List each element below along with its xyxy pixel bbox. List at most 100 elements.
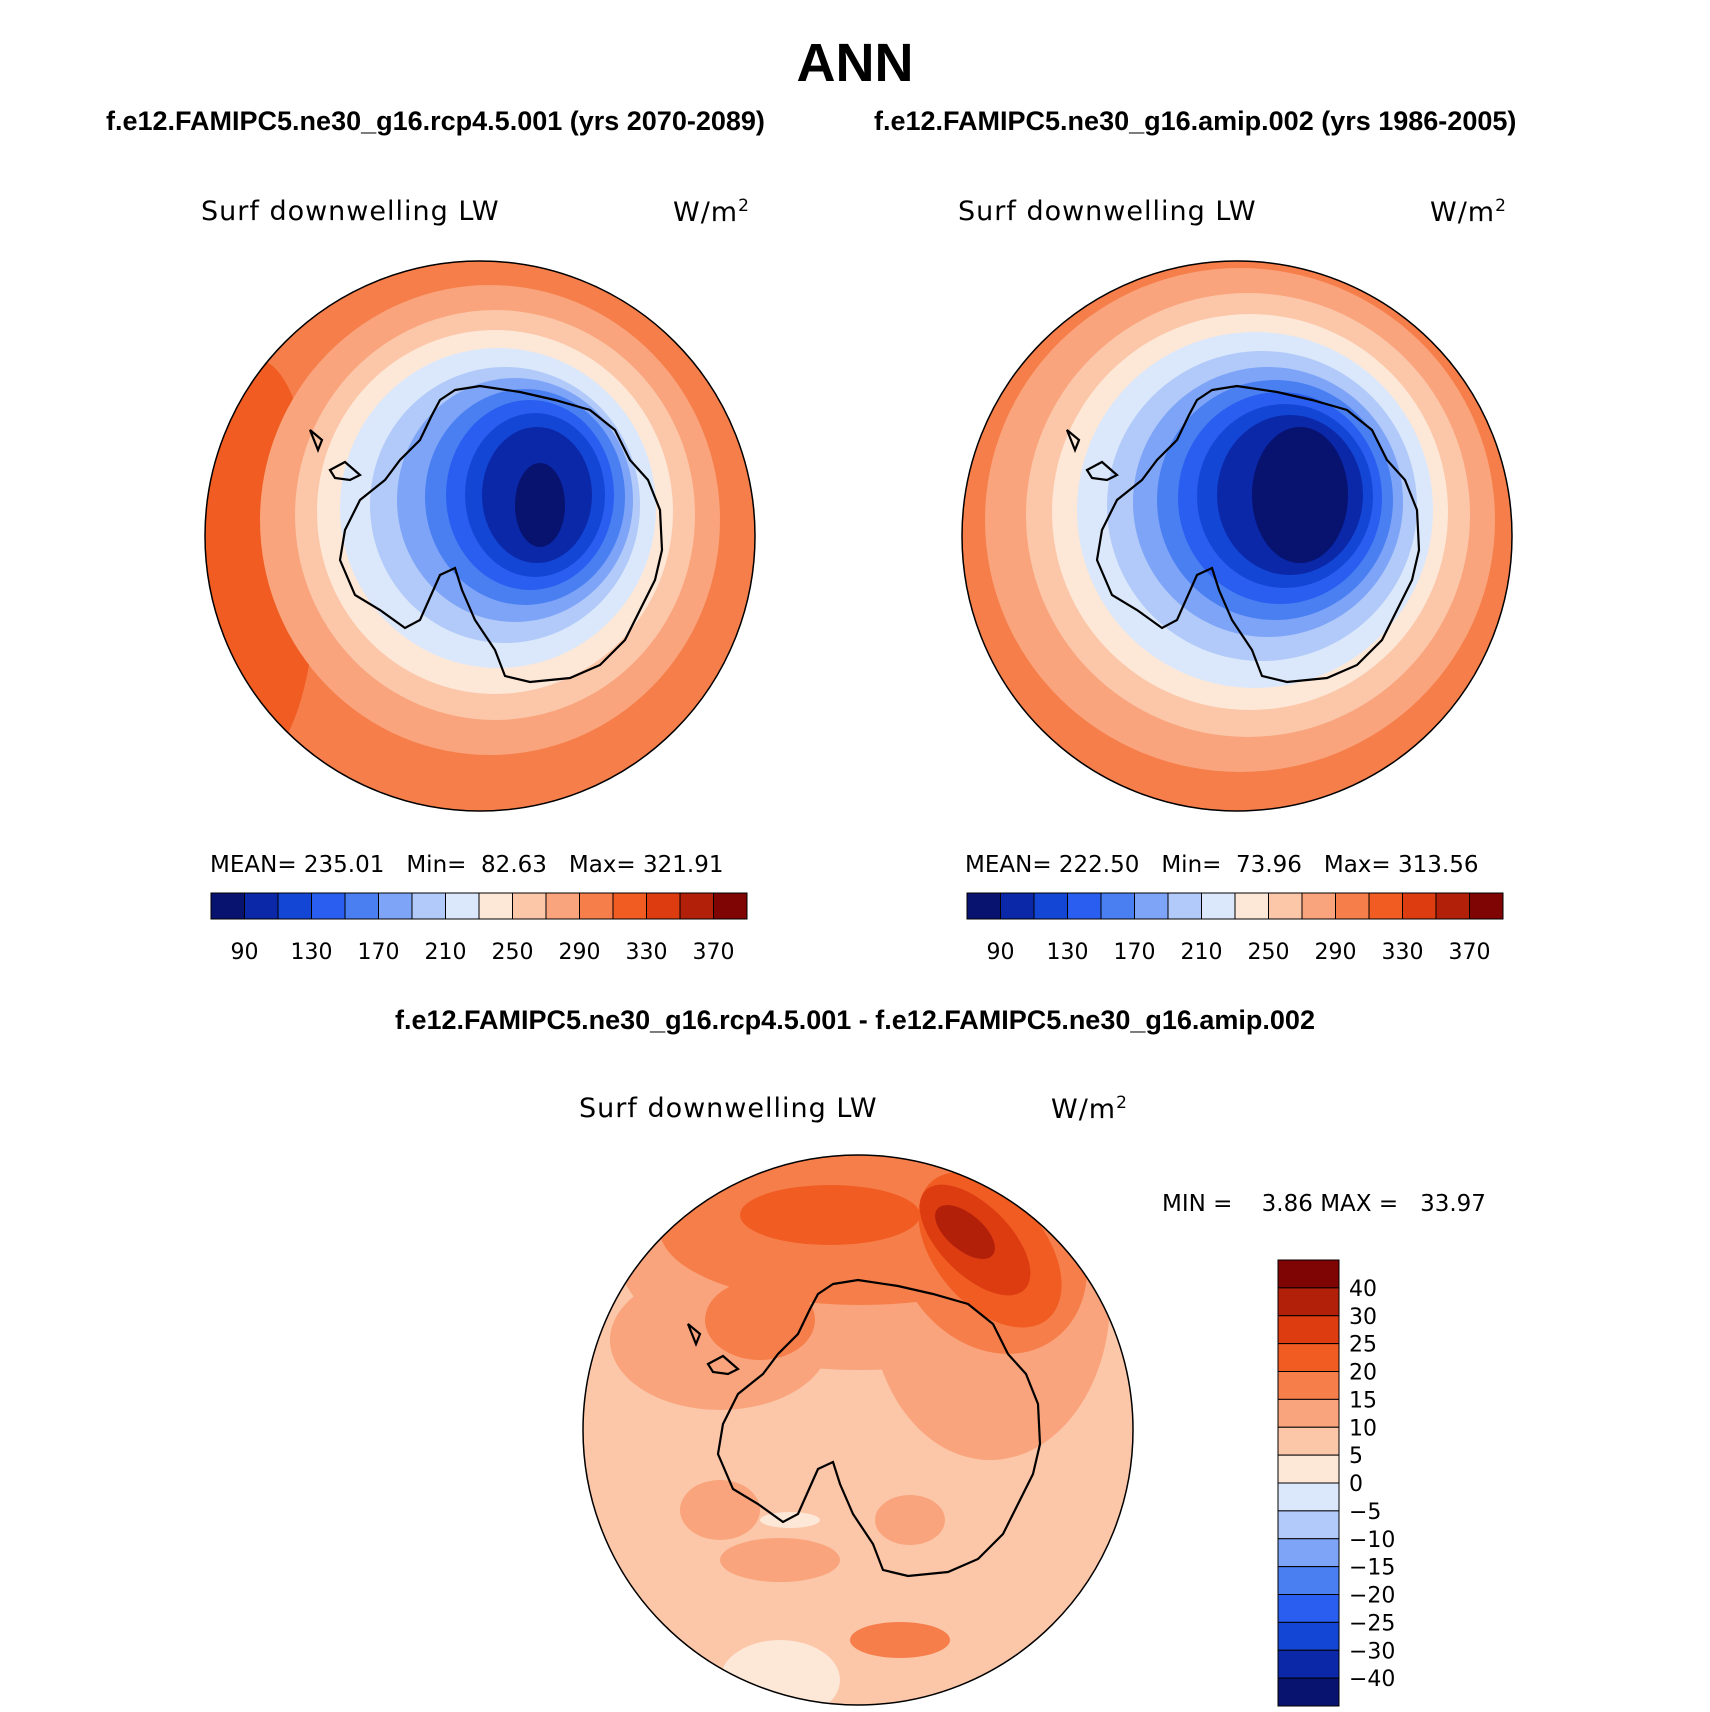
colorbar-panel2-swatch — [1368, 892, 1403, 920]
colorbar-diff-swatch — [1277, 1566, 1340, 1595]
colorbar-diff-swatch — [1277, 1371, 1340, 1400]
map-panel-2 — [962, 261, 1512, 811]
colorbar-panel2-swatch — [1234, 892, 1269, 920]
colorbar-panel1-tick-label: 210 — [425, 940, 467, 965]
colorbar-panel1: 90 130 170 210 250 290 330 370 — [210, 892, 748, 965]
colorbar-panel2-tick-label: 90 — [987, 940, 1015, 965]
colorbar-panel1-swatch — [512, 892, 547, 920]
colorbar-diff-tick-label: 15 — [1349, 1388, 1377, 1413]
panel1-units-label: W/m2 — [673, 196, 750, 228]
colorbar-panel1-swatch — [612, 892, 647, 920]
colorbar-diff-swatch — [1277, 1594, 1340, 1623]
colorbar-panel1-tick-label: 130 — [291, 940, 333, 965]
colorbar-panel1-swatch — [210, 892, 245, 920]
colorbar-diff-swatch — [1277, 1482, 1340, 1512]
map-panel-1 — [205, 261, 755, 811]
colorbar-panel2-tick-label: 250 — [1248, 940, 1290, 965]
colorbar-diff-swatch — [1277, 1315, 1340, 1345]
colorbar-panel2-tick-label: 170 — [1114, 940, 1156, 965]
colorbar-panel2-swatch — [1067, 892, 1102, 920]
colorbar-panel2-swatch — [1268, 892, 1303, 920]
diff-units-label: W/m2 — [1051, 1093, 1128, 1125]
colorbar-panel2-swatch — [1301, 892, 1336, 920]
colorbar-panel2-swatch — [1201, 892, 1236, 920]
colorbar-diff-tick-label: −15 — [1349, 1556, 1395, 1581]
colorbar-panel2-tick-label: 330 — [1382, 940, 1424, 965]
colorbar-panel1-tick-label: 90 — [231, 940, 259, 965]
colorbar-panel2-tick-label: 130 — [1047, 940, 1089, 965]
colorbar-panel2-swatch — [1100, 892, 1135, 920]
colorbar-panel1-tick-label: 250 — [492, 940, 534, 965]
colorbar-panel2-tick-label: 290 — [1315, 940, 1357, 965]
colorbar-panel1-swatch — [545, 892, 580, 920]
colorbar-panel1-swatch — [478, 892, 513, 920]
colorbar-panel1-swatch — [378, 892, 413, 920]
colorbar-diff-swatch — [1277, 1649, 1340, 1679]
colorbar-diff-swatch — [1277, 1398, 1340, 1428]
colorbar-panel2-swatch — [1000, 892, 1035, 920]
colorbar-panel1-tick-label: 330 — [626, 940, 668, 965]
colorbar-diff-swatch — [1277, 1538, 1340, 1568]
case-title-right: f.e12.FAMIPC5.ne30_g16.amip.002 (yrs 198… — [874, 106, 1517, 136]
case-title-left: f.e12.FAMIPC5.ne30_g16.rcp4.5.001 (yrs 2… — [106, 106, 765, 136]
colorbar-diff-swatch — [1277, 1343, 1340, 1372]
diff-map-border — [582, 1154, 1134, 1706]
colorbar-diff-tick-label: −20 — [1349, 1584, 1395, 1609]
colorbar-panel2-tick-label: 370 — [1449, 940, 1491, 965]
colorbar-diff-tick-label: −10 — [1349, 1528, 1395, 1553]
colorbar-diff-tick-label: 40 — [1349, 1277, 1377, 1302]
panel2-units-label: W/m2 — [1430, 196, 1507, 228]
figure-title: ANN — [796, 33, 914, 93]
diff-stats: MIN = 3.86 MAX = 33.97 — [1162, 1191, 1486, 1217]
colorbar-diff-swatch — [1277, 1454, 1340, 1484]
colorbar-diff-tick-label: 10 — [1349, 1416, 1377, 1441]
colorbar-panel2-swatch — [1335, 892, 1370, 920]
colorbar-panel2-tick-label: 210 — [1181, 940, 1223, 965]
panel1-stats: MEAN= 235.01 Min= 82.63 Max= 321.91 — [210, 852, 724, 878]
colorbar-diff-tick-label: −30 — [1349, 1639, 1395, 1664]
colorbar-diff-tick-label: 30 — [1349, 1305, 1377, 1330]
colorbar-panel1-swatch — [344, 892, 379, 920]
colorbar-panel2-swatch — [1402, 892, 1437, 920]
panel2-variable-label: Surf downwelling LW — [958, 196, 1257, 227]
colorbar-panel2-swatch — [1033, 892, 1068, 920]
colorbar-panel1-swatch — [277, 892, 312, 920]
colorbar-panel1-swatch — [311, 892, 346, 920]
map2-coastline — [1065, 384, 1421, 684]
colorbar-panel1-swatch — [713, 892, 748, 920]
colorbar-panel1-swatch — [445, 892, 480, 920]
colorbar-panel1-tick-label: 290 — [559, 940, 601, 965]
colorbar-diff-swatch — [1277, 1510, 1340, 1540]
colorbar-diff-tick-label: 25 — [1349, 1333, 1377, 1358]
map1-coastline — [308, 384, 664, 684]
colorbar-panel1-swatch — [244, 892, 279, 920]
colorbar-diff-swatch — [1277, 1621, 1340, 1651]
colorbar-panel1-swatch — [579, 892, 614, 920]
colorbar-panel1-tick-label: 370 — [693, 940, 735, 965]
colorbar-diff-swatch — [1277, 1426, 1340, 1456]
panel1-variable-label: Surf downwelling LW — [201, 196, 500, 227]
colorbar-diff-tick-label: 0 — [1349, 1472, 1363, 1497]
colorbar-panel2-swatch — [1435, 892, 1470, 920]
diff-variable-label: Surf downwelling LW — [579, 1093, 878, 1124]
map-panel-diff — [583, 1155, 1133, 1705]
colorbar-panel2-swatch — [1469, 892, 1504, 920]
colorbar-panel2-swatch — [1167, 892, 1202, 920]
colorbar-diff-tick-label: −5 — [1349, 1500, 1381, 1525]
colorbar-panel2-swatch — [966, 892, 1001, 920]
difference-title: f.e12.FAMIPC5.ne30_g16.rcp4.5.001 - f.e1… — [395, 1005, 1315, 1035]
colorbar-panel2-swatch — [1134, 892, 1169, 920]
panel2-stats: MEAN= 222.50 Min= 73.96 Max= 313.56 — [965, 852, 1479, 878]
colorbar-panel1-swatch — [646, 892, 681, 920]
colorbar-diff-tick-label: 5 — [1349, 1444, 1363, 1469]
colorbar-panel1-swatch — [679, 892, 714, 920]
colorbar-diff-swatch — [1277, 1677, 1340, 1707]
colorbar-panel1-swatch — [411, 892, 446, 920]
colorbar-diff-swatch — [1277, 1259, 1340, 1289]
colorbar-diff-swatch — [1277, 1287, 1340, 1317]
map2-border — [961, 260, 1513, 812]
colorbar-panel2: 90 130 170 210 250 290 330 370 — [966, 892, 1504, 965]
colorbar-diff-tick-label: −40 — [1349, 1667, 1395, 1692]
